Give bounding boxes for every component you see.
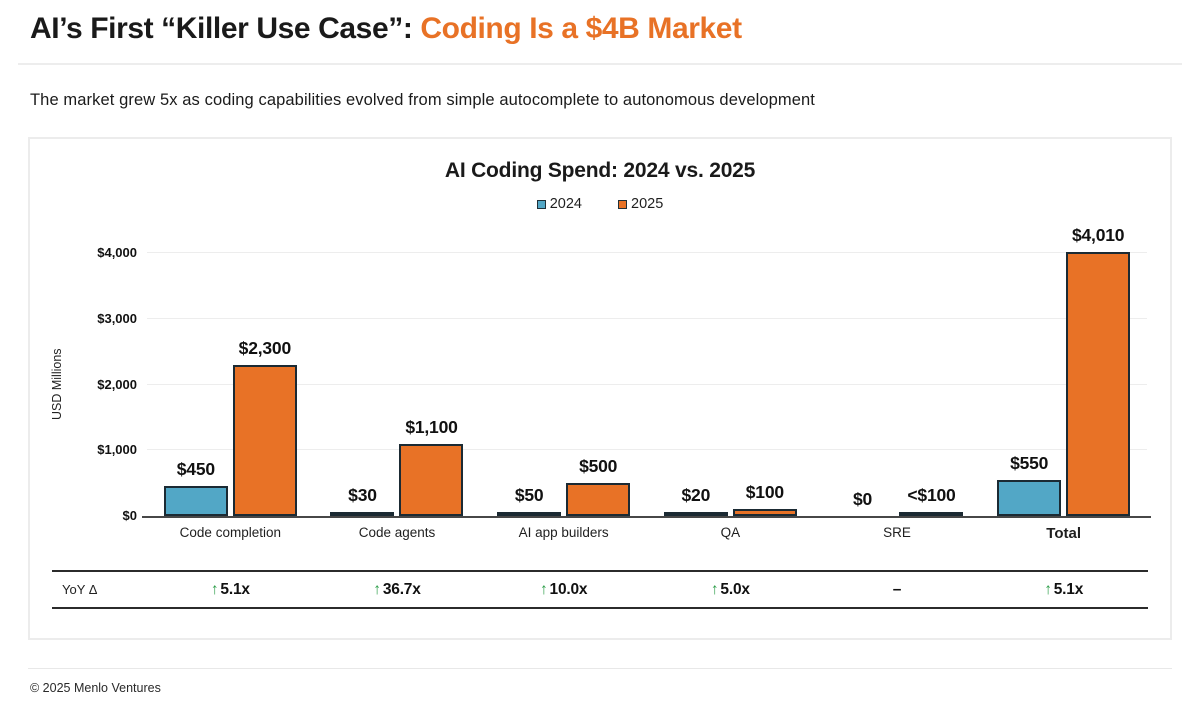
- up-arrow-icon: ↑: [373, 580, 381, 598]
- bar-slot-2024-code-completion: $450: [163, 459, 228, 516]
- bar-slot-2025-code-completion: $2,300: [232, 338, 297, 516]
- chart-card: AI Coding Spend: 2024 vs. 2025 2024 2025 …: [28, 137, 1172, 640]
- bar-2024-code-agents: [330, 512, 395, 516]
- bar-2024-total: [997, 480, 1062, 516]
- value-label: $1,100: [405, 417, 458, 437]
- gridline: [147, 383, 1147, 385]
- chart-legend: 2024 2025: [30, 196, 1170, 212]
- bar-2024-qa: [663, 512, 728, 516]
- bar-2025-qa: [732, 509, 797, 516]
- yoy-value-total: ↑ 5.1x: [980, 572, 1147, 607]
- bar-2025-ai-app-builders: [566, 483, 631, 516]
- gridline: [147, 449, 1147, 451]
- value-label: $20: [681, 485, 711, 505]
- page-title-accent: Coding Is a $4B Market: [420, 12, 742, 45]
- yoy-delta-row: YoY Δ ↑ 5.1x ↑ 36.7x ↑ 10.0x ↑ 5.0x – ↑ 5.1x: [52, 570, 1148, 609]
- gridline: [147, 317, 1147, 319]
- x-axis-label-ai-app-builders: AI app builders: [518, 525, 609, 540]
- value-label: $0: [852, 489, 873, 509]
- bar-group-qa: $20 $100: [647, 253, 814, 516]
- chart-title: AI Coding Spend: 2024 vs. 2025: [444, 159, 756, 182]
- bar-group-total: $550 $4,010: [980, 225, 1147, 516]
- bar-slot-2024-qa: $20: [663, 485, 728, 516]
- x-axis-label-sre: SRE: [883, 525, 911, 540]
- y-tick-label: $2,000: [97, 376, 137, 392]
- bar-slot-2024-ai-app-builders: $50: [497, 485, 562, 516]
- value-label: $550: [1010, 453, 1049, 473]
- bar-slot-2025-qa: $100: [732, 482, 797, 516]
- up-arrow-icon: ↑: [1044, 580, 1052, 598]
- bar-2024-ai-app-builders: [497, 512, 562, 516]
- value-label: $2,300: [238, 338, 292, 358]
- page-title: AI’s First “Killer Use Case”: Coding Is …: [30, 12, 742, 46]
- up-arrow-icon: ↑: [210, 580, 219, 598]
- title-divider: [18, 63, 1182, 65]
- plot-area: $450 $2,300 Code completion $30 $1,100 Code a…: [142, 225, 1151, 542]
- up-arrow-icon: ↑: [539, 580, 548, 598]
- legend-item-2024: 2024: [536, 196, 582, 212]
- x-axis-line: [142, 516, 1151, 518]
- bar-slot-2025-total: $4,010: [1066, 225, 1131, 516]
- legend-label: 2024: [549, 196, 582, 212]
- yoy-value-sre: –: [814, 572, 981, 607]
- yoy-value-text: 36.7x: [382, 580, 421, 598]
- bar-slot-2025-ai-app-builders: $500: [566, 456, 631, 516]
- page-subtitle: The market grew 5x as coding capabilitie…: [30, 91, 815, 109]
- bar-group-sre: $0 <$100: [814, 253, 981, 516]
- value-label: $50: [514, 485, 544, 505]
- y-tick-label: $4,000: [97, 245, 137, 260]
- gridline: [147, 252, 1147, 253]
- value-label: $500: [579, 456, 618, 476]
- page-title-main: AI’s First “Killer Use Case”:: [30, 12, 421, 45]
- x-axis-label-code-completion: Code completion: [179, 525, 281, 540]
- yoy-value-code-completion: ↑ 5.1x: [147, 572, 314, 607]
- bar-2024-code-completion: [163, 486, 228, 516]
- value-label: $450: [176, 459, 215, 479]
- footer-divider: [28, 668, 1172, 669]
- x-axis-label-total: Total: [1046, 525, 1082, 542]
- yoy-value-text: 5.1x: [1053, 580, 1084, 598]
- legend-swatch-icon: [536, 199, 546, 209]
- bar-group-code-completion: $450 $2,300: [147, 253, 314, 516]
- yoy-value-text: –: [892, 580, 902, 598]
- yoy-value-code-agents: ↑ 36.7x: [314, 572, 481, 607]
- bar-2025-code-agents: [399, 444, 464, 516]
- legend-item-2025: 2025: [618, 196, 663, 212]
- bar-group-code-agents: $30 $1,100: [314, 253, 481, 516]
- bar-2025-sre: [899, 512, 964, 516]
- x-axis-label-code-agents: Code agents: [358, 525, 436, 540]
- yoy-value-text: 5.0x: [720, 580, 750, 598]
- y-tick-label: $1,000: [97, 442, 137, 458]
- yoy-value-text: 10.0x: [549, 580, 588, 598]
- value-label: <$100: [907, 485, 956, 505]
- bar-slot-2024-code-agents: $30: [330, 485, 395, 516]
- bar-slot-2025-sre: <$100: [899, 485, 964, 516]
- bar-group-ai-app-builders: $50 $500: [480, 253, 647, 516]
- bar-2025-code-completion: [232, 365, 297, 516]
- value-label: $30: [348, 485, 377, 505]
- value-label: $4,010: [1071, 225, 1125, 245]
- up-arrow-icon: ↑: [710, 580, 719, 598]
- legend-swatch-icon: [618, 199, 627, 209]
- bar-slot-2025-code-agents: $1,100: [399, 417, 464, 516]
- x-axis-label-qa: QA: [720, 525, 741, 540]
- bar-2025-total: [1066, 252, 1131, 516]
- legend-label: 2025: [631, 196, 664, 212]
- yoy-value-qa: ↑ 5.0x: [647, 572, 814, 607]
- yoy-value-ai-app-builders: ↑ 10.0x: [480, 572, 647, 607]
- yoy-value-text: 5.1x: [220, 580, 250, 598]
- bar-slot-2024-total: $550: [997, 453, 1062, 516]
- y-tick-label: $3,000: [97, 310, 137, 326]
- value-label: $100: [745, 482, 784, 502]
- y-tick-label: $0: [122, 508, 137, 523]
- yoy-row-label: YoY Δ: [62, 582, 98, 597]
- copyright-text: © 2025 Menlo Ventures: [30, 681, 161, 695]
- y-axis-ticks: $0 $1,000 $2,000 $3,000 $4,000: [30, 245, 137, 523]
